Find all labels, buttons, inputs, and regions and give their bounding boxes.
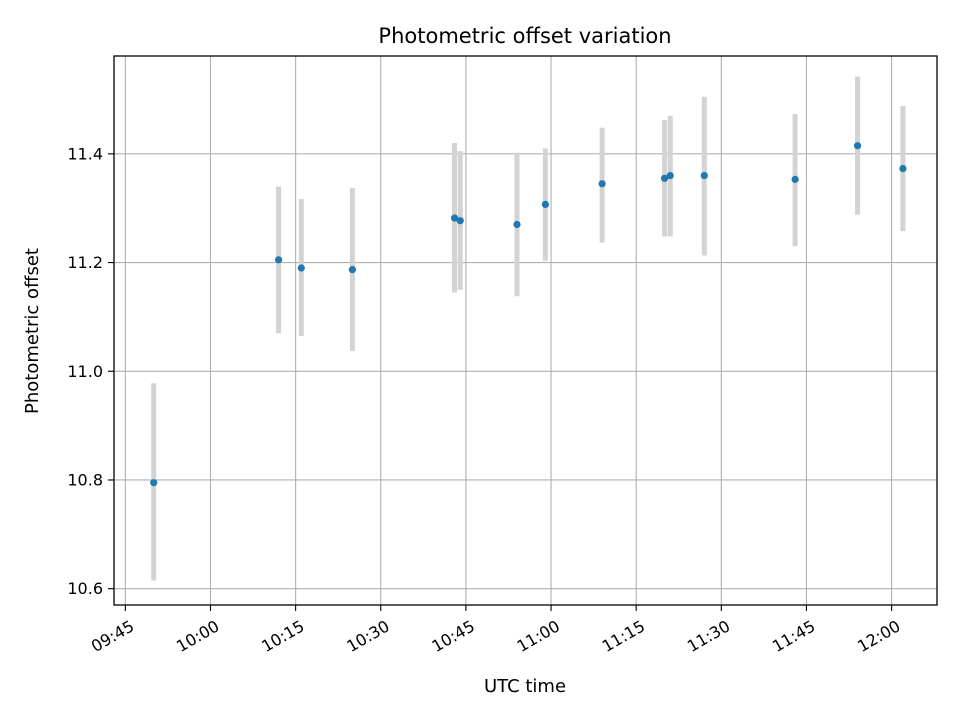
- data-point: [853, 142, 862, 150]
- data-point: [666, 171, 674, 180]
- data-point: [513, 220, 521, 229]
- y-tick-label: 11.0: [67, 362, 103, 381]
- y-tick-label: 11.2: [67, 253, 103, 272]
- data-point: [598, 180, 606, 188]
- grid: [114, 56, 937, 605]
- data-point: [450, 214, 459, 222]
- data-point: [791, 175, 799, 183]
- y-axis-title: Photometric offset: [22, 248, 43, 414]
- y-tick-label: 11.4: [67, 144, 103, 163]
- y-tick-label: 10.8: [67, 470, 103, 489]
- data-point: [660, 174, 669, 182]
- data-point: [899, 164, 907, 173]
- data-point: [297, 264, 305, 272]
- chart-title: Photometric offset variation: [378, 24, 671, 48]
- plot-area-frame: [113, 55, 938, 606]
- data-point: [456, 217, 464, 225]
- y-axis-ticks: 10.6 10.8 11.0 11.2 11.4: [67, 144, 114, 598]
- x-axis-title: UTC time: [484, 676, 566, 697]
- data-point: [150, 479, 158, 487]
- data-points: [150, 142, 907, 487]
- data-point: [700, 171, 708, 180]
- data-point: [541, 200, 549, 208]
- y-tick-label: 10.6: [67, 579, 103, 598]
- data-point: [275, 256, 283, 264]
- data-point: [348, 266, 356, 274]
